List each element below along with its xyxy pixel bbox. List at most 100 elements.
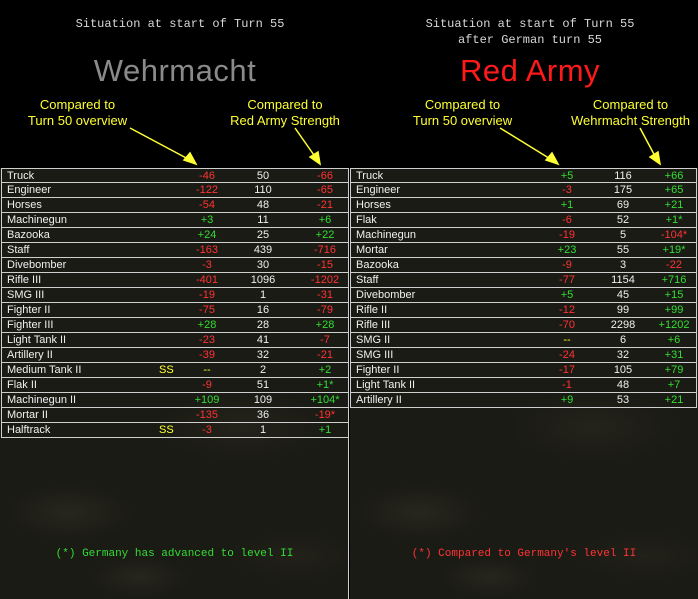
- cell-v: 53: [616, 394, 630, 406]
- cell-v: 28: [256, 319, 270, 331]
- cell-name: Staff: [356, 274, 379, 286]
- table-row: Mortar +23 55 +19*: [350, 243, 697, 258]
- cell-name: Artillery II: [7, 349, 53, 361]
- table-row: Artillery II +9 53 +21: [350, 393, 697, 408]
- cell-d1: --: [563, 334, 571, 346]
- cell-v: 1: [259, 424, 267, 436]
- cell-d2: +1*: [316, 379, 334, 391]
- cell-name: Truck: [7, 170, 35, 182]
- cell-d1: -122: [195, 184, 219, 196]
- cell-name: Machinegun: [356, 229, 416, 241]
- cell-d1: +24: [197, 229, 217, 241]
- table-row: Rifle III -70 2298 +1202: [350, 318, 697, 333]
- table-row: Light Tank II -1 48 +7: [350, 378, 697, 393]
- cell-d1: -9: [562, 259, 572, 271]
- table-row: Machinegun -19 5 -104*: [350, 228, 697, 243]
- cell-name: SMG III: [7, 289, 45, 301]
- cell-name: Artillery II: [356, 394, 402, 406]
- cell-v: 175: [613, 184, 633, 196]
- cell-d2: +28: [315, 319, 335, 331]
- cell-v: 32: [256, 349, 270, 361]
- cell-d1: -70: [559, 319, 575, 331]
- cell-d1: -75: [199, 304, 215, 316]
- cell-v: 69: [616, 199, 630, 211]
- cell-name: Bazooka: [7, 229, 50, 241]
- cell-v: 52: [616, 214, 630, 226]
- cell-v: 50: [256, 170, 270, 182]
- cell-name: Mortar: [356, 244, 388, 256]
- cell-v: 109: [253, 394, 273, 406]
- table-row: SMG III -24 32 +31: [350, 348, 697, 363]
- table-row: Flak -6 52 +1*: [350, 213, 697, 228]
- cell-v: 48: [616, 379, 630, 391]
- cell-v: 16: [256, 304, 270, 316]
- cell-d2: -716: [313, 244, 337, 256]
- table-row: Engineer -3 175 +65: [350, 183, 697, 198]
- table-row: Divebomber +5 45 +15: [350, 288, 697, 303]
- cell-d1: -19: [199, 289, 215, 301]
- cell-d2: -1202: [310, 274, 340, 286]
- cell-v: 439: [253, 244, 273, 256]
- wehrmacht-situation-label: Situation at start of Turn 55: [75, 17, 285, 31]
- annotation-arrows: [129, 127, 662, 166]
- cell-d2: -31: [317, 289, 333, 301]
- cell-d2: +21: [664, 394, 684, 406]
- table-row: Machinegun II +109 109 +104*: [1, 393, 349, 408]
- table-row: Staff -77 1154 +716: [350, 273, 697, 288]
- cell-d1: -23: [199, 334, 215, 346]
- cell-d1: -17: [559, 364, 575, 376]
- cell-d2: +6: [667, 334, 681, 346]
- cell-name: Fighter II: [7, 304, 51, 316]
- cell-v: 6: [619, 334, 627, 346]
- arrow-right-d1: [499, 127, 553, 161]
- table-row: Truck -46 50 -66: [1, 168, 349, 183]
- cell-ss: SS: [159, 424, 174, 436]
- cell-v: 1096: [250, 274, 276, 286]
- cell-v: 48: [256, 199, 270, 211]
- table-row: Artillery II -39 32 -21: [1, 348, 349, 363]
- cell-name: Machinegun: [7, 214, 67, 226]
- red-army-annotation-wehrmacht: Compared to Wehrmacht Strength: [571, 97, 690, 128]
- arrow-left-d1: [129, 127, 191, 161]
- cell-v: 3: [619, 259, 627, 271]
- cell-d1: +5: [560, 289, 574, 301]
- wehrmacht-panel-background: [0, 168, 349, 599]
- table-row: Horses -54 48 -21: [1, 198, 349, 213]
- wehrmacht-annotation-red-army: Compared to Red Army Strength: [230, 97, 340, 128]
- cell-d1: -1: [562, 379, 572, 391]
- table-row: Halftrack SS -3 1 +1: [1, 423, 349, 438]
- cell-name: SMG III: [356, 349, 394, 361]
- cell-d2: +66: [664, 170, 684, 182]
- cell-d2: +79: [664, 364, 684, 376]
- cell-d2: -7: [320, 334, 330, 346]
- arrowhead-left-d2: [308, 150, 322, 166]
- cell-v: 25: [256, 229, 270, 241]
- cell-d1: -39: [199, 349, 215, 361]
- cell-d2: -19*: [314, 409, 336, 421]
- cell-v: 41: [256, 334, 270, 346]
- cell-d2: +104*: [310, 394, 340, 406]
- table-row: Divebomber -3 30 -15: [1, 258, 349, 273]
- cell-d2: -22: [666, 259, 682, 271]
- arrow-left-d2: [294, 127, 317, 159]
- cell-v: 5: [619, 229, 627, 241]
- table-row: Bazooka -9 3 -22: [350, 258, 697, 273]
- cell-d1: -12: [559, 304, 575, 316]
- table-row: Fighter II -75 16 -79: [1, 303, 349, 318]
- cell-name: Horses: [356, 199, 391, 211]
- cell-d2: +6: [318, 214, 332, 226]
- red-army-table: Truck +5 116 +66 Engineer -3 175 +65 Horses +1 69 +…: [350, 168, 697, 408]
- cell-d2: +716: [661, 274, 687, 286]
- wehrmacht-table: Truck -46 50 -66 Engineer -122 110 -65 Horses -54…: [1, 168, 349, 438]
- table-row: Fighter III +28 28 +28: [1, 318, 349, 333]
- cell-name: Light Tank II: [356, 379, 416, 391]
- red-army-annotation-turn50: Compared to Turn 50 overview: [412, 97, 513, 128]
- cell-v: 55: [616, 244, 630, 256]
- cell-name: Light Tank II: [7, 334, 67, 346]
- cell-v: 45: [616, 289, 630, 301]
- cell-v: 2298: [610, 319, 636, 331]
- cell-d2: +65: [664, 184, 684, 196]
- cell-name: Engineer: [356, 184, 401, 196]
- red-army-situation-label: Situation at start of Turn 55 after Germa…: [425, 17, 635, 47]
- cell-d1: -24: [559, 349, 575, 361]
